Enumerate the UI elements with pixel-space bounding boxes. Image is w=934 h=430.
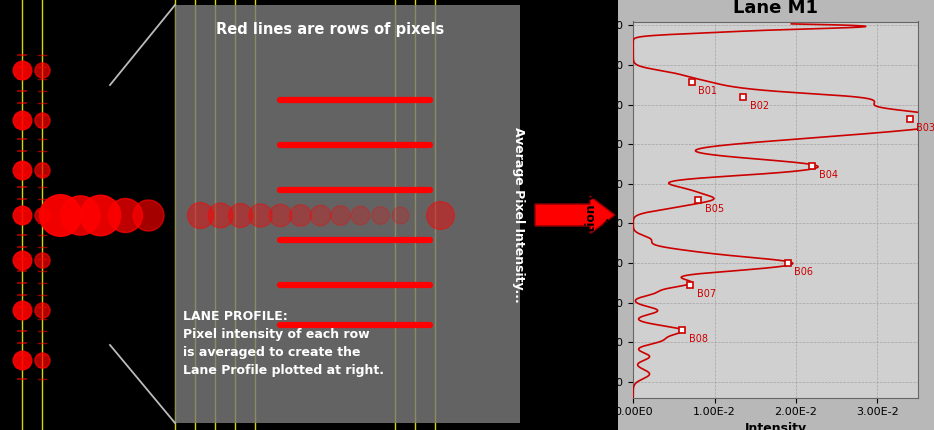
- Text: B01: B01: [699, 86, 717, 96]
- Point: [52, 212, 67, 218]
- Point: [118, 212, 133, 218]
- Point: [392, 212, 407, 218]
- Point: [15, 117, 30, 123]
- Point: [15, 356, 30, 363]
- Point: [35, 166, 50, 173]
- Point: [35, 212, 50, 218]
- Point: [35, 67, 50, 74]
- Point: [313, 212, 328, 218]
- Bar: [618, 0, 934, 430]
- Point: [432, 212, 447, 218]
- Point: [352, 212, 367, 218]
- Point: [15, 67, 30, 74]
- Text: Red lines are rows of pixels: Red lines are rows of pixels: [216, 22, 445, 37]
- Point: [252, 212, 267, 218]
- Point: [333, 212, 347, 218]
- Point: [92, 212, 107, 218]
- Point: [15, 257, 30, 264]
- Point: [35, 307, 50, 313]
- Text: B05: B05: [705, 204, 724, 214]
- Point: [233, 212, 248, 218]
- Text: B06: B06: [795, 267, 814, 277]
- Title: Lane M1: Lane M1: [733, 0, 818, 17]
- Point: [213, 212, 228, 218]
- Point: [192, 212, 207, 218]
- Point: [273, 212, 288, 218]
- Point: [15, 166, 30, 173]
- Point: [292, 212, 307, 218]
- Point: [373, 212, 388, 218]
- Point: [73, 212, 88, 218]
- Point: [35, 356, 50, 363]
- Point: [140, 212, 155, 218]
- Text: B03: B03: [916, 123, 934, 133]
- Text: Average Pixel Intensity...: Average Pixel Intensity...: [512, 127, 525, 303]
- Bar: [175, 5, 520, 423]
- Text: B08: B08: [688, 335, 708, 344]
- Point: [35, 257, 50, 264]
- Text: B04: B04: [819, 170, 838, 181]
- Point: [15, 212, 30, 218]
- Text: B02: B02: [750, 101, 769, 111]
- FancyArrow shape: [535, 196, 615, 234]
- Text: LANE PROFILE:
Pixel intensity of each row
is averaged to create the
Lane Profile: LANE PROFILE: Pixel intensity of each ro…: [183, 310, 384, 377]
- Text: B07: B07: [697, 289, 715, 299]
- Point: [15, 307, 30, 313]
- X-axis label: Intensity: Intensity: [744, 422, 807, 430]
- Point: [35, 117, 50, 123]
- Y-axis label: Location (pixel): Location (pixel): [586, 155, 599, 264]
